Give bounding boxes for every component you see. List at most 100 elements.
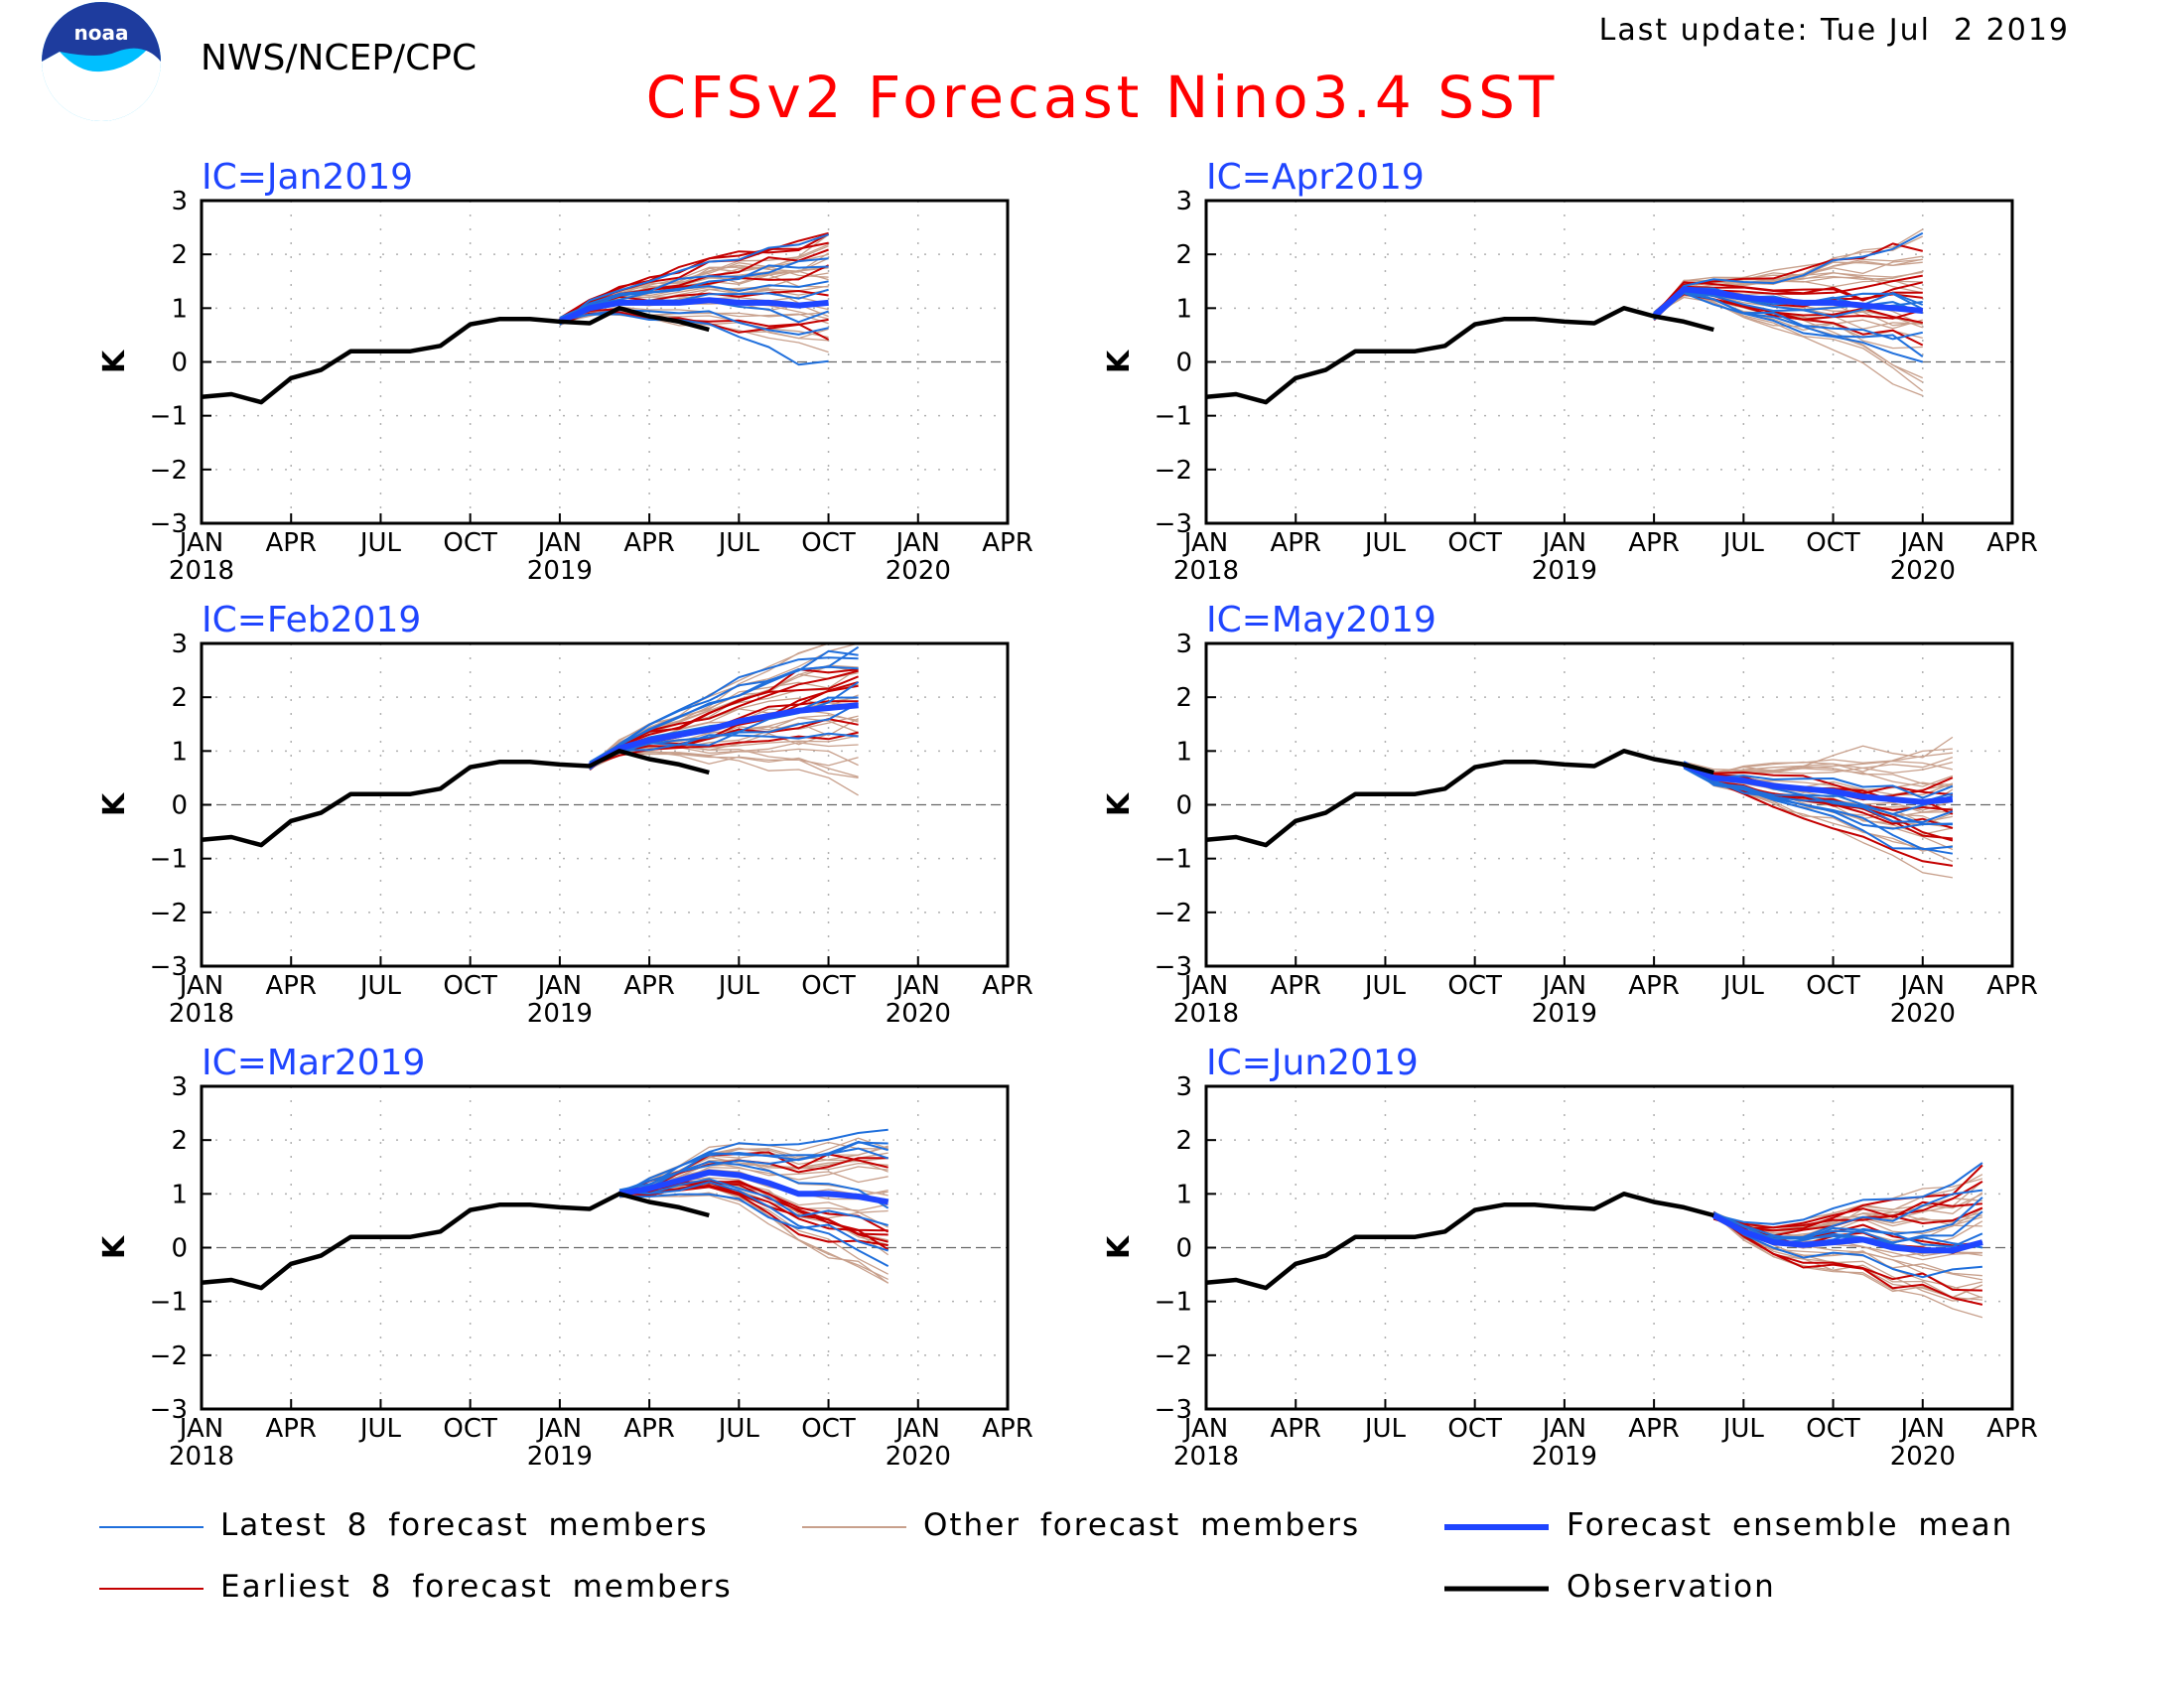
panel-title: IC=Mar2019 [202,1043,425,1083]
x-tick-label: JUL [358,528,402,558]
agency-label: NWS/NCEP/CPC [201,38,477,78]
panel-frame [200,199,1010,525]
y-tick-label: 1 [171,294,188,324]
forecast-member-line [1712,1210,1983,1306]
y-tick-label: 0 [1175,349,1192,378]
x-tick-label: JAN [894,971,940,1001]
y-tick-label: 2 [1175,1126,1192,1156]
x-tick-label: OCT [1447,528,1502,558]
x-tick-label: JUL [717,1414,760,1444]
panel-title: IC=Jan2019 [202,157,413,198]
y-tick-label: −3 [150,509,188,539]
x-tick-label: JAN [1541,1414,1586,1444]
y-tick-label: 3 [171,630,188,659]
y-tick-label: 2 [171,683,188,713]
y-tick-label: −1 [150,402,188,432]
y-tick-label: 0 [171,791,188,821]
y-tick-label: 3 [1175,187,1192,216]
forecast-member-line [1713,1162,1983,1225]
y-axis-label: K [1102,349,1137,373]
forecast-member-line [1712,1213,1982,1279]
y-tick-label: 0 [171,1234,188,1264]
x-tick-label: JAN [1182,971,1228,1001]
x-tick-label: JAN [894,528,940,558]
forecast-member-line [1712,1189,1983,1241]
x-tick-label: JAN [1182,1414,1228,1444]
x-tick-label: JUL [717,971,760,1001]
y-axis-label: K [1102,791,1137,816]
y-tick-label: −3 [150,1395,188,1425]
x-tick-label: APR [265,528,317,558]
y-tick-label: 1 [171,1180,188,1209]
x-tick-label: JAN [536,1414,582,1444]
legend-label-earliest: Earliest 8 forecast members [220,1569,733,1605]
x-tick-label: JAN [178,971,223,1001]
x-tick-label: JUL [1363,971,1407,1001]
forecast-member-line [559,241,829,325]
y-tick-label: 1 [1175,1180,1192,1209]
x-tick-label: APR [1628,1414,1680,1444]
panel-title: IC=May2019 [1206,600,1436,640]
figure-title: CFSv2 Forecast Nino3.4 SST [646,64,1559,131]
y-tick-label: −1 [1155,1288,1192,1318]
x-tick-label: APR [1986,528,2038,558]
x-tick-label: APR [1270,971,1321,1001]
panel-frame [1204,1084,2014,1411]
forecast-member-line [589,753,859,777]
x-tick-label: OCT [1447,971,1502,1001]
x-tick-label: OCT [801,528,856,558]
y-tick-label: 1 [171,737,188,767]
x-year-label: 2019 [1532,1442,1597,1472]
x-tick-label: APR [1986,971,2038,1001]
y-tick-label: 3 [171,187,188,216]
x-tick-label: OCT [1806,1414,1860,1444]
forecast-member-line [618,1160,889,1209]
x-year-label: 2018 [1173,999,1239,1029]
legend-label-other: Other forecast members [923,1507,1360,1543]
forecast-member-line [1653,292,1924,358]
x-tick-label: OCT [1806,971,1860,1001]
x-tick-label: APR [623,1414,675,1444]
observation-line [201,1192,710,1291]
x-tick-label: APR [1628,971,1680,1001]
x-tick-label: JUL [1363,528,1407,558]
legend-label-latest: Latest 8 forecast members [220,1507,709,1543]
forecast-member-line [559,308,830,341]
forecast-member-line [618,1146,888,1197]
x-year-label: 2018 [1173,556,1239,586]
y-tick-label: 2 [1175,683,1192,713]
x-tick-label: JAN [1899,971,1945,1001]
forecast-member-line [1653,231,1924,321]
forecast-member-line [618,1181,889,1267]
y-tick-label: 3 [1175,630,1192,659]
y-tick-label: −3 [1155,509,1192,539]
y-tick-label: −2 [1155,1341,1192,1371]
x-year-label: 2019 [1532,999,1597,1029]
forecast-member-line [559,233,829,326]
y-tick-label: −1 [1155,402,1192,432]
y-tick-label: −3 [150,952,188,982]
forecast-member-line [559,313,829,366]
observation-line [201,306,710,405]
observation-line [1205,749,1714,848]
x-tick-label: JAN [536,528,582,558]
panel-title: IC=Feb2019 [202,600,421,640]
forecast-member-line [589,732,859,766]
panel-title: IC=Jun2019 [1206,1043,1419,1083]
x-tick-label: APR [1270,1414,1321,1444]
x-year-label: 2019 [1532,556,1597,586]
logo-wing [42,48,161,121]
y-tick-label: 0 [171,349,188,378]
x-year-label: 2020 [1890,1442,1956,1472]
y-axis-label: K [97,1234,132,1259]
forecast-member-line [589,656,859,771]
panel-frame [200,641,1010,968]
observation-line [1205,306,1714,405]
x-tick-label: JAN [1899,1414,1945,1444]
x-tick-label: JAN [178,1414,223,1444]
x-tick-label: JUL [1721,971,1765,1001]
x-year-label: 2020 [886,999,951,1029]
